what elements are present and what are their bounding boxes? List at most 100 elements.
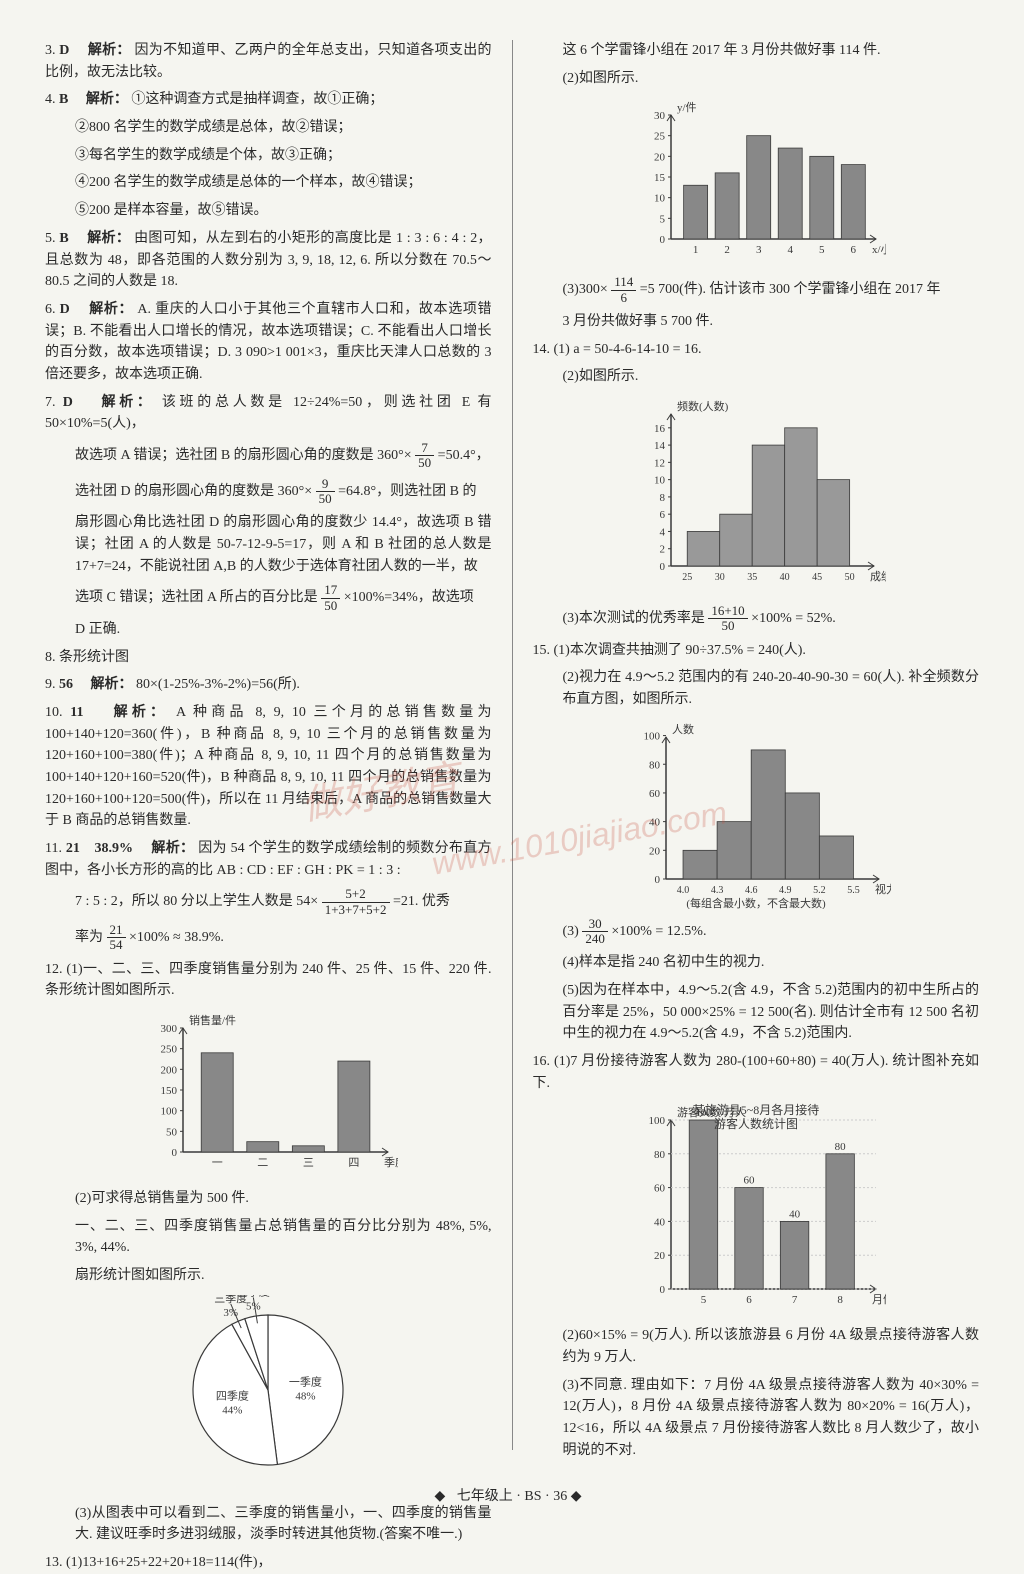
q15-frac: 30240 [582,917,608,947]
svg-text:人数: 人数 [672,723,694,736]
svg-text:15: 15 [654,172,666,184]
q4-ans: B [59,92,68,107]
svg-text:80: 80 [654,1149,666,1161]
svg-text:月份: 月份 [872,1293,886,1306]
q15-p2: (2)视力在 4.9～5.2 范围内的有 240-20-40-90-30 = 6… [533,667,980,710]
q6-label: 解析： [89,302,133,317]
q15-p3a: (3) [563,924,579,939]
q8: 8. 条形统计图 [45,647,492,669]
q5-ans: B [59,231,68,246]
q15-bar-chart: 0204060801004.04.34.64.95.25.5人数视力(每组含最小… [533,719,980,909]
svg-text:某旅游县5~8月各月接待: 某旅游县5~8月各月接待 [693,1102,820,1117]
svg-text:100: 100 [643,730,660,742]
q10-ans: 11 [70,705,83,720]
svg-text:300: 300 [161,1023,178,1035]
q15-p1: (1)本次调查共抽测了 90÷37.5% = 240(人). [554,643,806,658]
q7-t5b: ×100%=34%，故选项 [344,590,474,605]
svg-text:100: 100 [161,1106,178,1118]
q11-line3: 率为 2154 ×100% ≈ 38.9%. [45,923,492,953]
q7-t5a: 选项 C 错误；选社团 A 所占的百分比是 [75,590,318,605]
svg-text:4.3: 4.3 [711,885,724,896]
q9-ans: 56 [59,677,73,692]
q15-p3b: ×100% = 12.5%. [611,924,706,939]
q13b-p3: (3)300× 1146 =5 700(件). 估计该市 300 个学雷锋小组在… [533,275,980,305]
q7-line2: 故选项 A 错误；选社团 B 的扇形圆心角的度数是 360°× 750 =50.… [45,441,492,471]
q4: 4. B 解析： ①这种调查方式是抽样调查，故①正确； [45,89,492,111]
q5: 5. B 解析： 由图可知，从左到右的小矩形的高度比是 1 : 3 : 6 : … [45,228,492,293]
svg-text:0: 0 [172,1147,178,1159]
svg-text:10: 10 [654,193,666,205]
q11: 11. 21 38.9% 解析： 因为 54 个学生的数学成绩绘制的频数分布直方… [45,838,492,881]
svg-text:60: 60 [743,1175,755,1187]
svg-text:3%: 3% [224,1307,239,1319]
q4-l4: ④200 名学生的数学成绩是总体的一个样本，故④错误； [45,172,492,194]
svg-text:45: 45 [812,572,822,583]
svg-text:5.2: 5.2 [813,885,826,896]
q5-label: 解析： [87,231,130,246]
svg-text:80: 80 [834,1141,846,1153]
svg-text:1: 1 [693,244,699,256]
q7-frac2: 950 [316,477,335,507]
q12-p1: (1)一、二、三、四季度销售量分别为 240 件、25 件、15 件、220 件… [45,962,492,999]
q14-p3: (3)本次测试的优秀率是 16+1050 ×100% = 52%. [533,604,980,634]
q7: 7. D 解析： 该班的总人数是 12÷24%=50，则选社团 E 有 50×1… [45,392,492,435]
q15-p5: (5)因为在样本中，4.9～5.2(含 4.9，不含 5.2)范围内的初中生所占… [533,980,980,1045]
q12-p4: 扇形统计图如图所示. [45,1265,492,1287]
q7-line3: 选社团 D 的扇形圆心角的度数是 360°× 950 =64.8°，则选社团 B… [45,477,492,507]
q12-p3: 一、二、三、四季度销售量占总销售量的百分比分别为 48%, 5%, 3%, 44… [45,1216,492,1259]
svg-text:成绩/分: 成绩/分 [870,570,886,583]
q11-label: 解析： [151,841,194,856]
q8-num: 8. [45,650,56,665]
q12-pie-chart: 一季度48%四季度44%三季度3%二季度5% [45,1295,492,1495]
svg-text:二: 二 [258,1157,269,1169]
svg-text:30: 30 [654,110,666,122]
q5-num: 5. [45,231,56,246]
q4-l5: ⑤200 是样本容量，故⑤错误。 [45,200,492,222]
svg-text:0: 0 [659,1284,665,1296]
svg-text:6: 6 [746,1294,752,1306]
svg-text:5: 5 [700,1294,706,1306]
q9-label: 解析： [91,677,133,692]
svg-text:0: 0 [659,234,665,246]
svg-text:四季度: 四季度 [216,1388,249,1402]
q14: 14. (1) a = 50-4-6-14-10 = 16. [533,339,980,361]
svg-text:销售量/件: 销售量/件 [189,1013,236,1027]
q13b-p4: 3 月份共做好事 5 700 件. [533,311,980,333]
q13b-frac: 1146 [611,275,636,305]
q9-text: 80×(1-25%-3%-2%)=56(所). [136,677,300,692]
q15: 15. (1)本次调查共抽测了 90÷37.5% = 240(人). [533,640,980,662]
q11-num: 11. [45,841,62,856]
q7-ans: D [63,395,73,410]
q4-label: 解析： [86,92,128,107]
svg-text:40: 40 [789,1209,801,1221]
svg-text:25: 25 [682,572,692,583]
q16-p1: (1)7 月份接待游客人数为 280-(100+60+80) = 40(万人).… [533,1054,980,1091]
q14-p2: (2)如图所示. [533,366,980,388]
svg-text:2: 2 [724,244,730,256]
q14-num: 14. [533,342,551,357]
q7-num: 7. [45,395,56,410]
svg-text:20: 20 [649,845,661,857]
svg-text:12: 12 [654,457,665,469]
svg-text:x/小组: x/小组 [872,242,886,256]
q16-p3: (3)不同意. 理由如下：7 月份 4A 级景点接待游客人数为 40×30% =… [533,1375,980,1462]
q13b-bar-chart: 051015202530123456y/件x/小组 [533,97,980,267]
q7-t3a: 选社团 D 的扇形圆心角的度数是 360°× [75,484,312,499]
svg-text:4: 4 [659,526,665,538]
q4-l1: ①这种调查方式是抽样调查，故①正确； [131,92,383,107]
q16-num: 16. [533,1054,551,1069]
q13b-p3b: =5 700(件). 估计该市 300 个学雷锋小组在 2017 年 [640,282,941,297]
svg-text:35: 35 [747,572,757,583]
q11-line2: 7 : 5 : 2，所以 80 分以上学生人数是 54× 5+21+3+7+5+… [45,887,492,917]
svg-text:44%: 44% [222,1404,242,1416]
svg-text:14: 14 [654,440,666,452]
q6-num: 6. [45,302,56,317]
svg-text:4: 4 [787,244,793,256]
q3-num: 3. [45,43,56,58]
column-divider [512,40,513,1450]
svg-text:4.9: 4.9 [779,885,792,896]
svg-text:40: 40 [649,816,661,828]
svg-text:游客人数统计图: 游客人数统计图 [714,1116,798,1131]
q13: 13. (1)13+16+25+22+20+18=114(件)， [45,1552,492,1574]
q12-p5: (3)从图表中可以看到二、三季度的销售量小，一、四季度的销售量大. 建议旺季时多… [45,1503,492,1546]
